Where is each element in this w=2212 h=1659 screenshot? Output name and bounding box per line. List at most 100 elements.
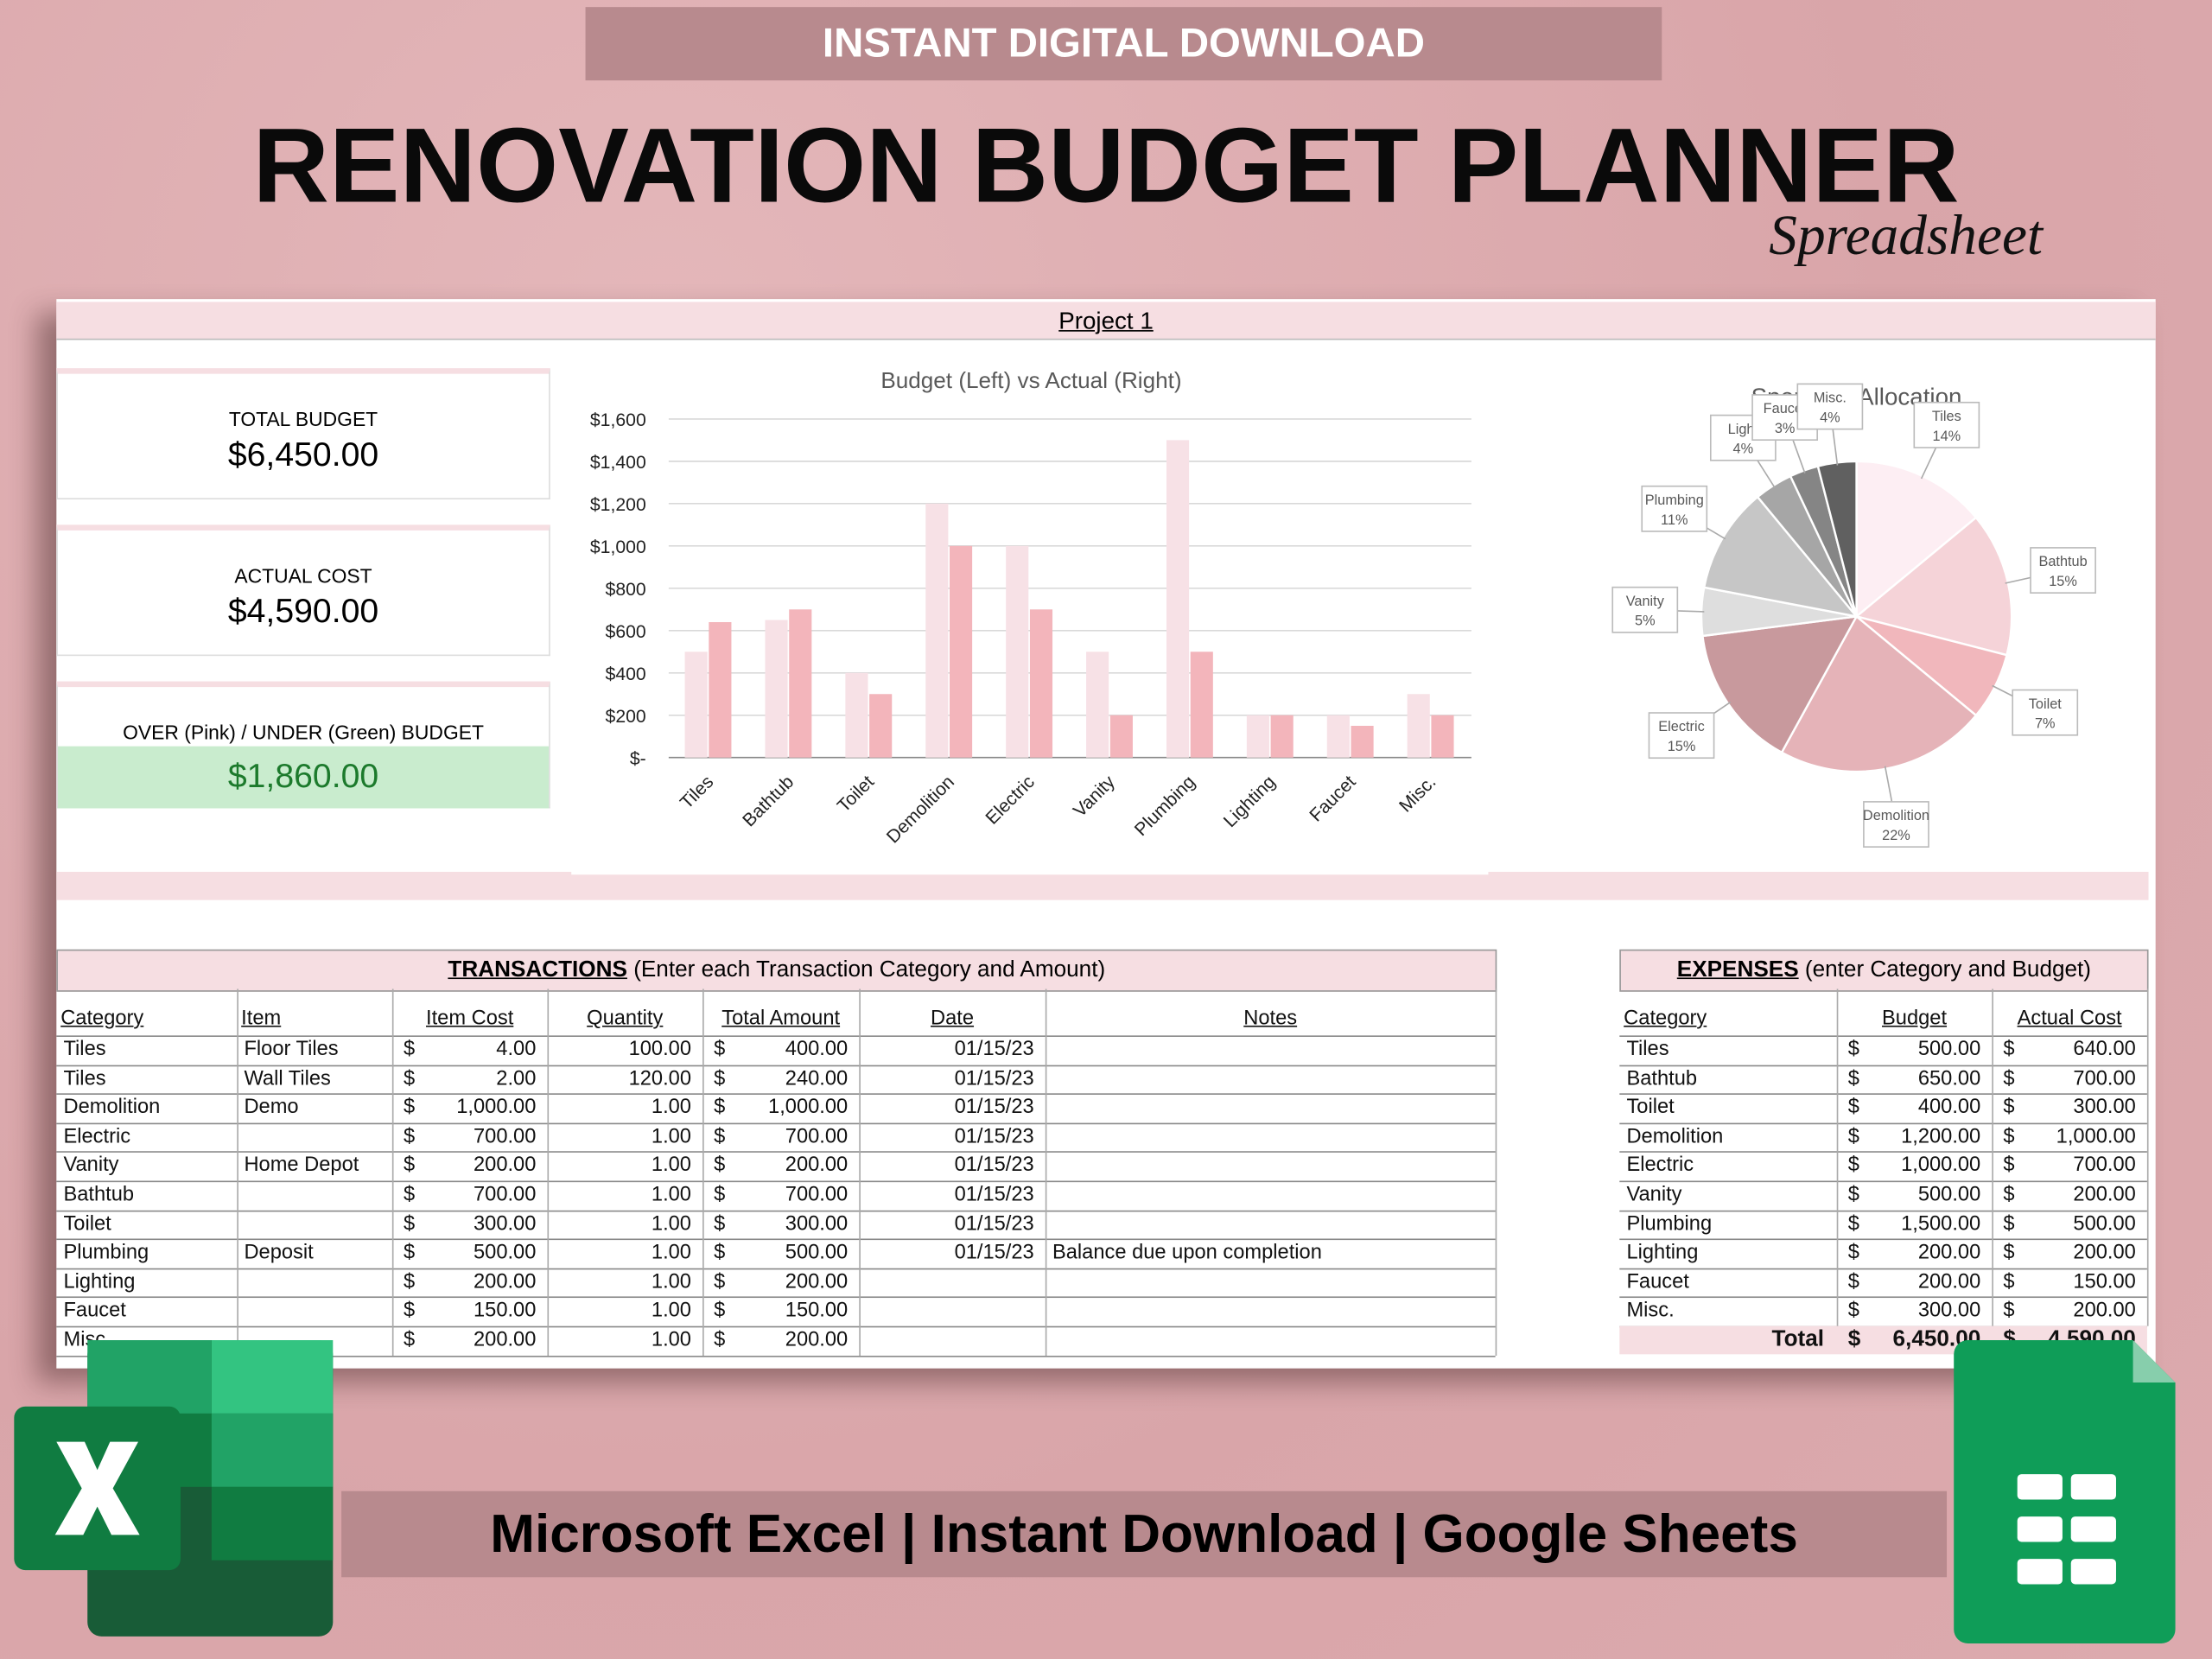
- data-label-box: [2012, 689, 2079, 736]
- currency-symbol: $: [714, 1242, 726, 1265]
- cell-value: 200.00: [473, 1270, 537, 1294]
- currency-symbol: $: [403, 1183, 416, 1206]
- header-rule: [1619, 1035, 2147, 1037]
- cell-value: Deposit: [244, 1242, 314, 1265]
- cell-value: 4.00: [496, 1038, 537, 1061]
- data-label-box: [1796, 383, 1864, 430]
- data-label-category: Misc.: [1814, 391, 1847, 406]
- data-label-category: Light: [1728, 422, 1759, 437]
- summary-label: OVER (Pink) / UNDER (Green) BUDGET: [123, 721, 484, 744]
- currency-symbol: $: [714, 1270, 726, 1294]
- cell-value: 01/15/23: [954, 1125, 1034, 1148]
- currency-symbol: $: [1847, 1327, 1861, 1352]
- cell-value: 01/15/23: [954, 1038, 1034, 1061]
- currency-symbol: $: [714, 1300, 726, 1323]
- row-rule: [56, 1064, 1496, 1066]
- data-label-value: 7%: [2035, 716, 2056, 732]
- cell-value: 700.00: [2073, 1154, 2136, 1178]
- cell-value: 100.00: [628, 1038, 691, 1061]
- cell-value: Balance due upon completion: [1052, 1242, 1322, 1265]
- column-rule: [1836, 988, 1839, 1326]
- cell-value: 200.00: [473, 1154, 537, 1178]
- data-label-value: 11%: [1661, 512, 1688, 528]
- cell-value: 1.00: [651, 1125, 691, 1148]
- row-rule: [56, 1238, 1496, 1241]
- data-label-box: [1648, 712, 1715, 760]
- row-rule: [1619, 1268, 2147, 1270]
- cell-value: 700.00: [785, 1125, 849, 1148]
- column-header: Date: [931, 1007, 975, 1030]
- currency-symbol: $: [714, 1212, 726, 1236]
- cell-value: 200.00: [785, 1270, 849, 1294]
- data-label-box: [2030, 547, 2096, 594]
- y-tick-label: $800: [606, 580, 646, 600]
- currency-symbol: $: [1847, 1212, 1859, 1236]
- cell-value: 200.00: [2073, 1300, 2136, 1323]
- bar: [950, 545, 973, 758]
- y-tick-label: $1,000: [590, 537, 646, 557]
- y-tick-label: $1,600: [590, 410, 646, 430]
- cell-value: Plumbing: [1626, 1212, 1713, 1236]
- data-label-box: [1863, 801, 1929, 848]
- cell-value: 400.00: [785, 1038, 849, 1061]
- cell-value: 200.00: [1917, 1242, 1981, 1265]
- cell-value: 1.00: [651, 1096, 691, 1119]
- currency-symbol: $: [2003, 1300, 2015, 1323]
- cell-value: 700.00: [785, 1183, 849, 1206]
- currency-symbol: $: [1847, 1067, 1859, 1090]
- data-label-value: 5%: [1635, 613, 1656, 629]
- summary-card: TOTAL BUDGET $6,450.00: [56, 368, 550, 499]
- cell-value: 150.00: [785, 1300, 849, 1323]
- transactions-title: TRANSACTIONS (Enter each Transaction Cat…: [56, 949, 1497, 992]
- currency-symbol: $: [403, 1125, 416, 1148]
- row-rule: [1619, 1297, 2147, 1299]
- project-title: Project 1: [56, 302, 2156, 340]
- currency-symbol: $: [403, 1300, 416, 1323]
- bar: [1431, 715, 1454, 758]
- cell-value: 01/15/23: [954, 1154, 1034, 1178]
- cell-value: 500.00: [1917, 1183, 1981, 1206]
- cell-value: Floor Tiles: [244, 1038, 339, 1061]
- currency-symbol: $: [1847, 1154, 1859, 1178]
- cell-value: 300.00: [1917, 1300, 1981, 1323]
- bar: [1270, 715, 1294, 758]
- currency-symbol: $: [403, 1328, 416, 1352]
- bar: [1190, 652, 1213, 758]
- title: RENOVATION BUDGET PLANNER: [252, 105, 1960, 225]
- cell-value: Vanity: [1626, 1183, 1682, 1206]
- title-bold: EXPENSES: [1676, 957, 1799, 982]
- cell-value: Electric: [1626, 1154, 1694, 1178]
- cell-value: 400.00: [1917, 1096, 1981, 1119]
- currency-symbol: $: [403, 1096, 416, 1119]
- row-rule: [56, 1297, 1496, 1299]
- y-tick-label: $600: [606, 622, 646, 642]
- column-rule: [702, 988, 704, 1356]
- currency-symbol: $: [403, 1212, 416, 1236]
- cell-value: Wall Tiles: [244, 1067, 331, 1090]
- cell-value: 700.00: [2073, 1067, 2136, 1090]
- cell-value: 500.00: [473, 1242, 537, 1265]
- summary-label: ACTUAL COST: [234, 564, 372, 588]
- cell-value: 200.00: [2073, 1183, 2136, 1206]
- cell-value: 700.00: [473, 1183, 537, 1206]
- column-header: Budget: [1881, 1007, 1948, 1030]
- cell-value: 01/15/23: [954, 1212, 1034, 1236]
- cell-value: Demo: [244, 1096, 299, 1119]
- cell-value: 1.00: [651, 1328, 691, 1352]
- cell-value: 500.00: [1917, 1038, 1981, 1061]
- summary-card: OVER (Pink) / UNDER (Green) BUDGET $1,86…: [56, 681, 550, 809]
- data-label-category: Electric: [1658, 719, 1704, 734]
- cell-value: 1,000.00: [768, 1096, 849, 1119]
- currency-symbol: $: [714, 1183, 726, 1206]
- cell-value: Tiles: [63, 1038, 106, 1061]
- column-header: Quantity: [587, 1007, 664, 1030]
- bar: [765, 620, 788, 758]
- cell-value: 650.00: [1917, 1067, 1981, 1090]
- cell-value: 200.00: [785, 1328, 849, 1352]
- cell-value: 01/15/23: [954, 1067, 1034, 1090]
- chart-area: [571, 353, 1489, 875]
- currency-symbol: $: [1847, 1038, 1859, 1061]
- cell-value: 120.00: [628, 1067, 691, 1090]
